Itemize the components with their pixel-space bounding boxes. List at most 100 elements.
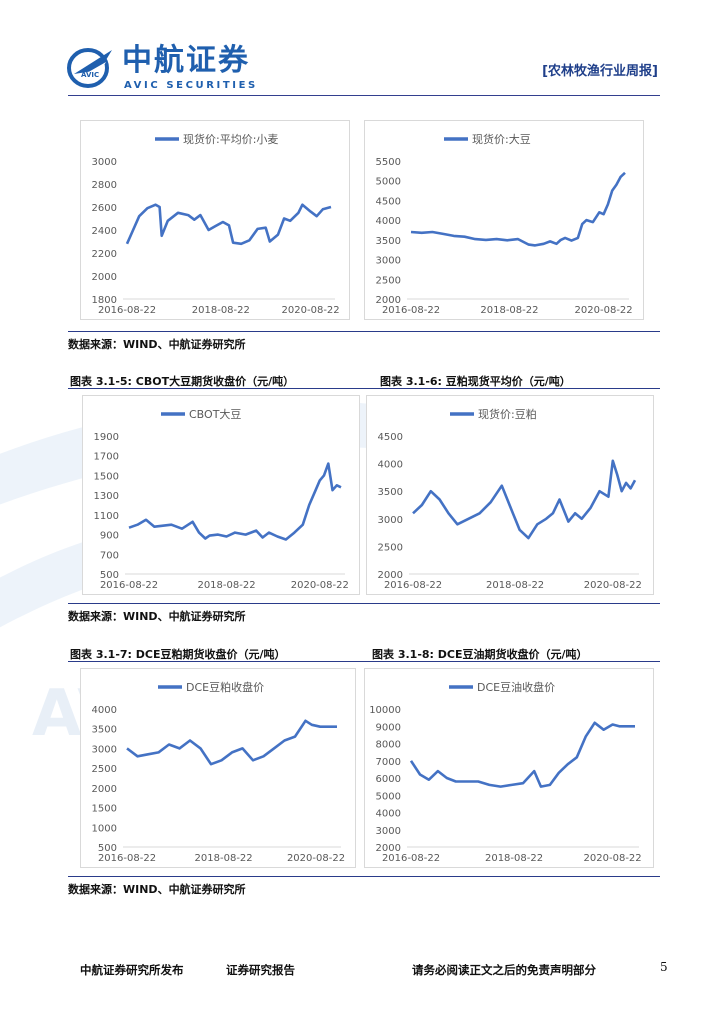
y-tick-label: 3000	[376, 826, 401, 837]
svg-text:AVIC: AVIC	[81, 71, 99, 79]
legend-label: DCE豆油收盘价	[477, 680, 555, 694]
legend-label: 现货价:豆粕	[478, 407, 537, 421]
x-tick-label: 2018-08-22	[486, 580, 544, 591]
chart-legend: DCE豆油收盘价	[449, 680, 555, 694]
y-tick-label: 2000	[376, 843, 401, 854]
chart-legend: CBOT大豆	[161, 407, 241, 421]
y-tick-label: 3000	[92, 744, 117, 755]
y-tick-label: 2500	[378, 542, 403, 553]
y-tick-label: 2400	[92, 226, 117, 237]
y-tick-label: 7000	[376, 757, 401, 768]
y-tick-label: 500	[98, 843, 117, 854]
y-tick-label: 4000	[376, 216, 401, 227]
footer-publisher: 中航证券研究所发布	[80, 963, 184, 977]
y-tick-label: 4500	[376, 196, 401, 207]
y-tick-label: 1900	[94, 432, 119, 443]
x-tick-label: 2016-08-22	[98, 305, 156, 316]
y-tick-label: 2800	[92, 180, 117, 191]
x-tick-label: 2016-08-22	[384, 580, 442, 591]
x-tick-label: 2020-08-22	[282, 305, 340, 316]
y-tick-label: 8000	[376, 740, 401, 751]
page-header: AVIC 中航证券 AVIC SECURITIES [农林牧渔行业周报]	[0, 0, 724, 100]
source-note: 数据来源：WIND、中航证券研究所	[68, 883, 246, 896]
legend-label: CBOT大豆	[189, 407, 241, 421]
y-tick-label: 5500	[376, 157, 401, 168]
caption-divider	[68, 388, 660, 389]
caption-divider	[68, 661, 660, 662]
chart-legend: DCE豆粕收盘价	[158, 680, 264, 694]
x-tick-label: 2020-08-22	[287, 853, 345, 864]
x-tick-label: 2018-08-22	[197, 580, 255, 591]
header-divider	[68, 95, 660, 96]
series-line	[126, 719, 337, 766]
chart-dce-soyoil: DCE豆油收盘价 10000 9000 8000 7000 6000 5000 4000 300…	[364, 668, 654, 868]
chart-soybean-spot: 现货价:大豆 5500 5000 4500 4000 3500 3000 2500 2000 20…	[364, 120, 644, 320]
series-line	[410, 171, 626, 247]
section-divider	[68, 876, 660, 877]
y-tick-label: 3500	[92, 725, 117, 736]
y-tick-label: 1500	[94, 471, 119, 482]
x-tick-label: 2016-08-22	[382, 853, 440, 864]
legend-label: 现货价:大豆	[472, 132, 531, 146]
figure-caption: 图表 3.1-5: CBOT大豆期货收盘价（元/吨）	[70, 375, 295, 388]
y-tick-label: 3000	[92, 157, 117, 168]
y-tick-label: 2000	[378, 570, 403, 581]
x-tick-label: 2016-08-22	[382, 305, 440, 316]
y-tick-label: 2000	[92, 272, 117, 283]
y-tick-label: 10000	[369, 705, 401, 716]
x-tick-label: 2020-08-22	[584, 853, 642, 864]
x-tick-label: 2020-08-22	[575, 305, 633, 316]
figure-caption: 图表 3.1-8: DCE豆油期货收盘价（元/吨）	[372, 648, 588, 661]
y-tick-label: 9000	[376, 722, 401, 733]
chart-dce-soymeal: DCE豆粕收盘价 4000 3500 3000 2500 2000 1500 1000 500 2…	[80, 668, 356, 868]
y-tick-label: 2000	[92, 784, 117, 795]
chart-legend: 现货价:豆粕	[450, 407, 537, 421]
series-line	[128, 462, 342, 541]
chart-soymeal-spot: 现货价:豆粕 4500 4000 3500 3000 2500 2000 2016-08-22…	[366, 395, 654, 595]
y-tick-label: 1700	[94, 452, 119, 463]
logo-chinese-text: 中航证券	[122, 43, 250, 78]
source-note: 数据来源：WIND、中航证券研究所	[68, 338, 246, 351]
y-tick-label: 2500	[376, 275, 401, 286]
footer-disclaimer: 请务必阅读正文之后的免责声明部分	[412, 963, 596, 977]
series-line	[409, 721, 635, 788]
y-tick-label: 3500	[378, 487, 403, 498]
y-tick-label: 2500	[92, 764, 117, 775]
x-tick-label: 2018-08-22	[485, 853, 543, 864]
footer-report-type: 证券研究报告	[226, 963, 295, 977]
y-tick-label: 6000	[376, 774, 401, 785]
page-number: 5	[660, 960, 668, 974]
y-tick-label: 700	[100, 550, 119, 561]
chart-wheat-price: 现货价:平均价:小麦 3000 2800 2600 2400 2200 2000 1800 20…	[80, 120, 350, 320]
y-tick-label: 1500	[92, 804, 117, 815]
x-tick-label: 2018-08-22	[192, 305, 250, 316]
x-tick-label: 2018-08-22	[480, 305, 538, 316]
y-tick-label: 2600	[92, 203, 117, 214]
y-tick-label: 1300	[94, 491, 119, 502]
section-divider	[68, 331, 660, 332]
legend-label: DCE豆粕收盘价	[186, 680, 264, 694]
x-tick-label: 2016-08-22	[100, 580, 158, 591]
series-line	[412, 459, 637, 540]
x-tick-label: 2020-08-22	[291, 580, 349, 591]
y-tick-label: 1100	[94, 511, 119, 522]
x-tick-label: 2018-08-22	[195, 853, 253, 864]
y-tick-label: 500	[100, 570, 119, 581]
source-note: 数据来源：WIND、中航证券研究所	[68, 610, 246, 623]
figure-caption: 图表 3.1-6: 豆粕现货平均价（元/吨）	[380, 375, 571, 388]
logo-english-text: AVIC SECURITIES	[124, 80, 258, 91]
y-tick-label: 3500	[376, 236, 401, 247]
chart-legend: 现货价:大豆	[444, 132, 531, 146]
y-tick-label: 5000	[376, 791, 401, 802]
y-tick-label: 5000	[376, 177, 401, 188]
y-tick-label: 1000	[92, 823, 117, 834]
x-tick-label: 2016-08-22	[98, 853, 156, 864]
y-tick-label: 4000	[378, 460, 403, 471]
y-tick-label: 1800	[92, 295, 117, 306]
y-tick-label: 900	[100, 531, 119, 542]
y-tick-label: 4000	[376, 809, 401, 820]
series-line	[125, 203, 332, 246]
y-tick-label: 3000	[378, 515, 403, 526]
y-tick-label: 2200	[92, 249, 117, 260]
figure-caption: 图表 3.1-7: DCE豆粕期货收盘价（元/吨）	[70, 648, 286, 661]
